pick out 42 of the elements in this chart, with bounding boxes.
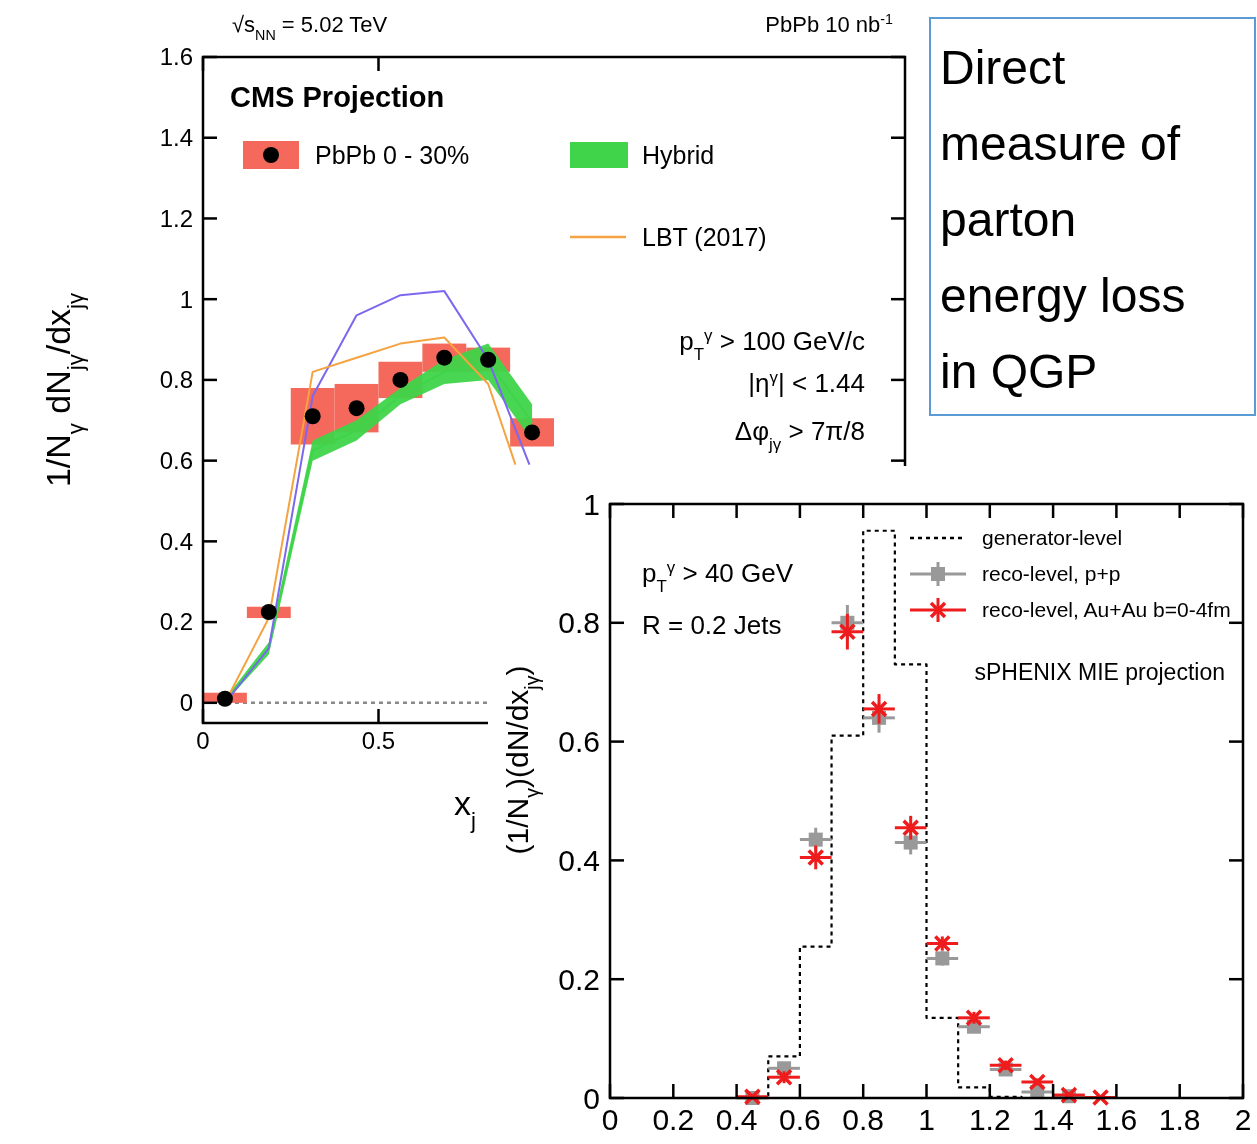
text: √s$_{NN}$ = 5.02 TeV [232, 12, 388, 43]
annotation: R = 0.2 Jets [642, 610, 782, 640]
legend-label: Hybrid [642, 140, 715, 169]
y-tick-label: 0 [179, 689, 193, 717]
text: PbPb 10 nb$^{-1}$ [765, 11, 894, 37]
x-tick-label: 1.2 [968, 1103, 1011, 1136]
y-tick-label: 0.8 [159, 366, 193, 394]
x-tick-label: 0.5 [361, 727, 396, 754]
y-tick-label: 0.4 [159, 527, 193, 555]
annotation: sPHENIX MIE projection [974, 659, 1225, 685]
x-tick-label: 0.8 [842, 1103, 885, 1136]
x-tick-label: 0.6 [779, 1103, 821, 1136]
annotation: CMS Projection [230, 81, 445, 113]
y-tick-label: 1 [179, 285, 193, 313]
y-tick-label: 0.2 [558, 962, 600, 996]
annotation: |η$^{γ}$| < 1.44 [748, 367, 865, 398]
x-tick-label: 1.4 [1032, 1103, 1074, 1136]
annotation: Δφ$_{jγ}$ > 7π/8 [734, 416, 865, 454]
annotation: p$_{T}$$^{γ}$ > 100 GeV/c [679, 325, 865, 364]
y-tick-label: 0 [583, 1081, 600, 1115]
y-tick-label: 1.6 [159, 43, 193, 71]
legend-label: PbPb 0 - 30% [315, 140, 470, 169]
x-tick-label: 0.2 [652, 1103, 695, 1136]
x-tick-label: 2 [1234, 1103, 1252, 1136]
legend-label: LBT (2017) [642, 222, 767, 251]
x-tick-label: 1.6 [1095, 1103, 1138, 1136]
x-tick-label: 1 [918, 1103, 935, 1136]
x-tick-label: 1.8 [1158, 1103, 1201, 1136]
legend-label: generator-level [982, 526, 1123, 550]
y-tick-label: 0.8 [558, 606, 600, 640]
y-tick-label: 1.2 [159, 204, 193, 232]
annotation: p$_{T}$$^{γ}$ > 40 GeV [642, 557, 794, 596]
y-tick-label: 1.4 [159, 124, 193, 152]
x-tick-label: 0.4 [715, 1103, 758, 1136]
y-tick-label: 0.6 [159, 447, 193, 475]
text: Direct measure of parton energy loss in QGP [940, 41, 1186, 398]
legend-label: reco-level, p+p [982, 562, 1121, 586]
x-axis-title: x$_{j}$ [454, 784, 476, 833]
y-tick-label: 0.4 [558, 843, 600, 877]
legend-label: reco-level, Au+Au b=0-4fm [982, 598, 1231, 622]
y-tick-label: 0.2 [159, 608, 193, 636]
y-tick-label: 1 [583, 487, 600, 521]
